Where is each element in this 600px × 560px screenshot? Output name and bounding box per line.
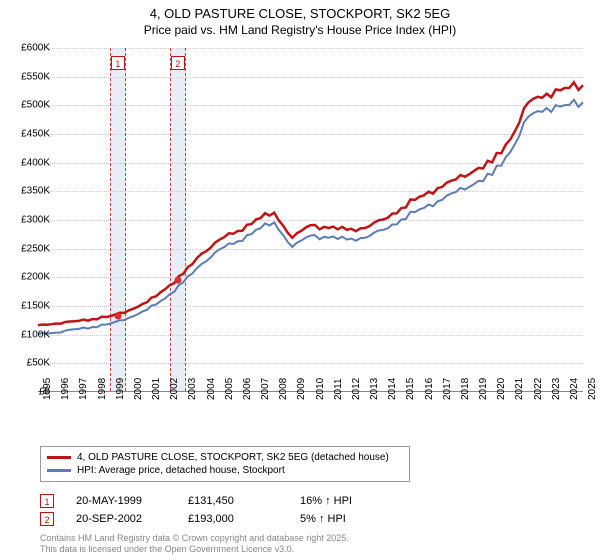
x-axis-label: 1995 — [42, 378, 53, 400]
sale-row-marker: 2 — [40, 512, 54, 526]
x-axis-label: 2012 — [351, 378, 362, 400]
x-axis-label: 2003 — [187, 378, 198, 400]
x-axis-label: 2010 — [315, 378, 326, 400]
sale-price: £193,000 — [188, 513, 278, 525]
legend: 4, OLD PASTURE CLOSE, STOCKPORT, SK2 5EG… — [40, 446, 410, 482]
sale-date: 20-MAY-1999 — [76, 495, 166, 507]
y-axis-label: £350K — [21, 186, 50, 197]
x-axis-label: 1997 — [78, 378, 89, 400]
footer-line-2: This data is licensed under the Open Gov… — [40, 544, 349, 556]
x-axis-label: 2017 — [442, 378, 453, 400]
x-axis-label: 2002 — [169, 378, 180, 400]
y-axis-label: £400K — [21, 157, 50, 168]
x-axis-label: 1999 — [115, 378, 126, 400]
x-axis-label: 2023 — [551, 378, 562, 400]
sale-price: £131,450 — [188, 495, 278, 507]
sale-row: 2 20-SEP-2002 £193,000 5% ↑ HPI — [40, 510, 390, 528]
x-axis-label: 2014 — [387, 378, 398, 400]
sale-row: 1 20-MAY-1999 £131,450 16% ↑ HPI — [40, 492, 390, 510]
x-axis-label: 1996 — [60, 378, 71, 400]
sales-table: 1 20-MAY-1999 £131,450 16% ↑ HPI 2 20-SEP-200… — [40, 492, 390, 528]
legend-item: HPI: Average price, detached house, Stoc… — [47, 464, 403, 477]
x-axis-label: 2021 — [514, 378, 525, 400]
y-axis-label: £600K — [21, 43, 50, 54]
y-axis-label: £50K — [27, 358, 50, 369]
x-axis-label: 2018 — [460, 378, 471, 400]
sale-diff: 5% ↑ HPI — [300, 513, 390, 525]
x-axis-label: 2005 — [224, 378, 235, 400]
x-axis-label: 2004 — [206, 378, 217, 400]
x-axis-label: 2000 — [133, 378, 144, 400]
x-axis-label: 2022 — [533, 378, 544, 400]
footer-text: Contains HM Land Registry data © Crown c… — [40, 533, 349, 556]
chart: 12 — [38, 48, 583, 392]
x-axis-label: 1998 — [97, 378, 108, 400]
y-axis-label: £150K — [21, 301, 50, 312]
x-axis-label: 2007 — [260, 378, 271, 400]
x-axis-label: 2024 — [569, 378, 580, 400]
sale-diff: 16% ↑ HPI — [300, 495, 390, 507]
page-title: 4, OLD PASTURE CLOSE, STOCKPORT, SK2 5EG — [0, 0, 600, 21]
x-axis-label: 2015 — [405, 378, 416, 400]
series-line-hpi — [38, 100, 583, 334]
legend-item: 4, OLD PASTURE CLOSE, STOCKPORT, SK2 5EG… — [47, 451, 403, 464]
x-axis-label: 2009 — [296, 378, 307, 400]
sale-point — [174, 277, 181, 284]
y-axis-label: £250K — [21, 243, 50, 254]
x-axis-label: 2016 — [424, 378, 435, 400]
x-axis-label: 2001 — [151, 378, 162, 400]
sale-date: 20-SEP-2002 — [76, 513, 166, 525]
x-axis-label: 2011 — [333, 378, 344, 400]
y-axis-label: £500K — [21, 100, 50, 111]
y-axis-label: £200K — [21, 272, 50, 283]
legend-label: 4, OLD PASTURE CLOSE, STOCKPORT, SK2 5EG… — [77, 452, 389, 463]
series-line-property — [38, 82, 583, 325]
footer-line-1: Contains HM Land Registry data © Crown c… — [40, 533, 349, 545]
legend-swatch — [47, 456, 71, 459]
y-axis-label: £100K — [21, 329, 50, 340]
x-axis-label: 2020 — [496, 378, 507, 400]
x-axis-label: 2006 — [242, 378, 253, 400]
legend-swatch — [47, 469, 71, 472]
y-axis-label: £300K — [21, 215, 50, 226]
x-axis-label: 2013 — [369, 378, 380, 400]
sale-point — [114, 312, 121, 319]
x-axis-label: 2019 — [478, 378, 489, 400]
x-axis-label: 2008 — [278, 378, 289, 400]
page-subtitle: Price paid vs. HM Land Registry's House … — [0, 21, 600, 45]
y-axis-label: £450K — [21, 129, 50, 140]
y-axis-label: £550K — [21, 71, 50, 82]
sale-row-marker: 1 — [40, 494, 54, 508]
x-axis-label: 2025 — [587, 378, 598, 400]
legend-label: HPI: Average price, detached house, Stoc… — [77, 465, 285, 476]
